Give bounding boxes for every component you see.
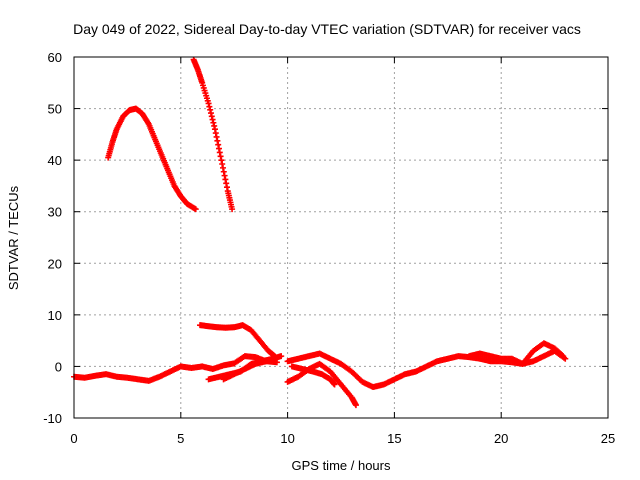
y-tick-label: 30 (48, 205, 62, 220)
data-point (273, 355, 280, 362)
data-point (215, 141, 222, 148)
data-point (216, 149, 223, 156)
x-axis-label: GPS time / hours (292, 458, 391, 473)
y-tick-label: 0 (55, 359, 62, 374)
data-point (213, 133, 220, 140)
y-tick-label: 20 (48, 256, 62, 271)
y-tick-label: 60 (48, 50, 62, 65)
chart-title: Day 049 of 2022, Sidereal Day-to-day VTE… (73, 21, 581, 37)
data-point (209, 116, 216, 123)
data-point (206, 103, 213, 110)
data-point (223, 180, 230, 187)
x-tick-label: 25 (601, 431, 615, 446)
data-point (223, 184, 230, 191)
series-baseline-main (71, 353, 280, 384)
series-arc-high-2 (190, 56, 236, 213)
data-point (217, 153, 224, 160)
x-tick-label: 15 (387, 431, 401, 446)
data-point (278, 353, 285, 360)
data-point (215, 145, 222, 152)
x-tick-label: 5 (177, 431, 184, 446)
data-point (211, 126, 218, 133)
data-point (207, 106, 214, 113)
data-point (218, 157, 225, 164)
data-point (222, 176, 229, 183)
data-point (352, 402, 359, 409)
y-tick-label: 10 (48, 308, 62, 323)
data-point (560, 353, 567, 360)
series-dip-late-2 (288, 363, 338, 388)
data-point (211, 122, 218, 129)
data-point (331, 381, 338, 388)
data-point (219, 161, 226, 168)
x-tick-label: 20 (494, 431, 508, 446)
series-hump-late (466, 340, 567, 367)
series-arc-mid (197, 322, 278, 360)
y-tick-label: 40 (48, 153, 62, 168)
data-point (208, 113, 215, 120)
x-tick-label: 10 (280, 431, 294, 446)
data-point (229, 206, 236, 213)
series-arc-high-1 (105, 105, 199, 213)
y-tick-label: -10 (43, 411, 62, 426)
data-point (214, 137, 221, 144)
data-point (205, 100, 212, 107)
series-lower-arc (220, 355, 280, 383)
data-point (221, 172, 228, 179)
y-axis-label: SDTVAR / TECUs (6, 185, 21, 290)
plot-frame (73, 56, 609, 419)
data-point (207, 110, 214, 117)
data-point (559, 352, 566, 359)
data-point (219, 164, 226, 171)
x-tick-label: 0 (70, 431, 77, 446)
data-point (220, 168, 227, 175)
data-point (192, 206, 199, 213)
tick-labels: 0 5 10 15 20 25 -10 0 10 20 30 40 50 60 (43, 50, 615, 446)
y-tick-label: 50 (48, 102, 62, 117)
data-point (210, 119, 217, 126)
data-marks (71, 56, 569, 409)
data-point (212, 130, 219, 137)
